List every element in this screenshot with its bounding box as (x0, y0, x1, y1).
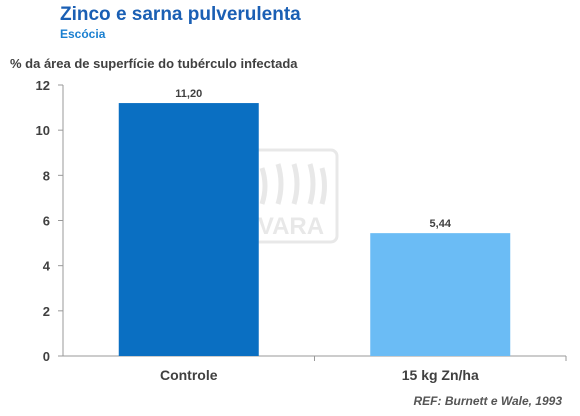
y-tick-label: 10 (36, 123, 50, 138)
data-label: 11,20 (175, 88, 202, 100)
category-label: 15 kg Zn/ha (402, 367, 479, 383)
y-tick-label: 12 (36, 78, 50, 93)
y-axis-label: % da área de superfície do tubérculo inf… (10, 56, 298, 71)
bars: 11,20 Controle 5,44 15 kg Zn/ha (118, 88, 511, 383)
chart-title: Zinco e sarna pulverulenta (60, 4, 301, 25)
watermark-text: VARA (258, 213, 324, 240)
vara-logo-icon: VARA (243, 148, 339, 244)
y-tick-label: 2 (43, 304, 50, 319)
y-tick-label: 8 (43, 168, 50, 183)
y-tick-label: 6 (43, 214, 50, 229)
chart-subtitle: Escócia (60, 27, 106, 41)
bar-0 (118, 103, 259, 356)
bar-1 (370, 233, 511, 356)
y-tick-label: 0 (43, 349, 50, 364)
axes: 0 2 4 6 8 10 12 (36, 78, 567, 364)
y-tick-label: 4 (43, 259, 51, 274)
category-label: Controle (160, 367, 218, 383)
data-label: 5,44 (430, 218, 452, 230)
reference-note: REF: Burnett e Wale, 1993 (413, 394, 563, 408)
